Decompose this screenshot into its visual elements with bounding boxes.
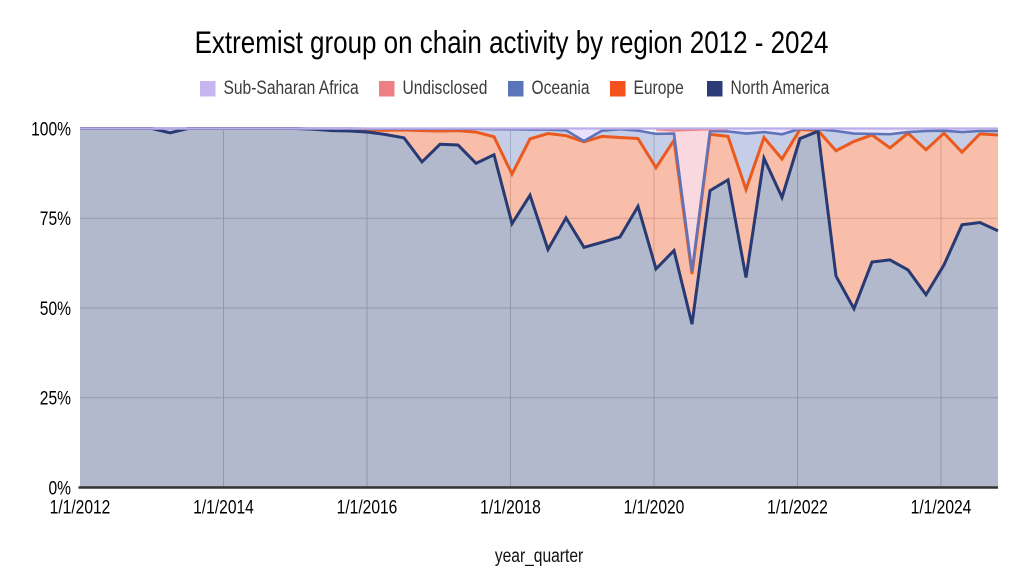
- svg-text:1/1/2020: 1/1/2020: [624, 496, 685, 518]
- svg-text:0%: 0%: [48, 477, 71, 499]
- svg-text:Extremist group on chain activ: Extremist group on chain activity by reg…: [195, 26, 829, 61]
- svg-text:1/1/2012: 1/1/2012: [50, 496, 111, 518]
- svg-text:1/1/2018: 1/1/2018: [480, 496, 541, 518]
- svg-text:1/1/2014: 1/1/2014: [193, 496, 254, 518]
- svg-text:50%: 50%: [40, 297, 71, 319]
- svg-text:Undisclosed: Undisclosed: [403, 77, 488, 99]
- svg-text:North America: North America: [731, 77, 830, 99]
- svg-text:Oceania: Oceania: [532, 77, 590, 99]
- svg-text:1/1/2022: 1/1/2022: [767, 496, 828, 518]
- svg-text:Sub-Saharan Africa: Sub-Saharan Africa: [224, 77, 359, 99]
- svg-text:Europe: Europe: [634, 77, 684, 99]
- svg-text:1/1/2016: 1/1/2016: [337, 496, 398, 518]
- svg-text:75%: 75%: [40, 207, 71, 229]
- svg-text:25%: 25%: [40, 387, 71, 409]
- svg-text:1/1/2024: 1/1/2024: [911, 496, 972, 518]
- svg-text:100%: 100%: [31, 118, 71, 140]
- svg-text:year_quarter: year_quarter: [495, 545, 583, 568]
